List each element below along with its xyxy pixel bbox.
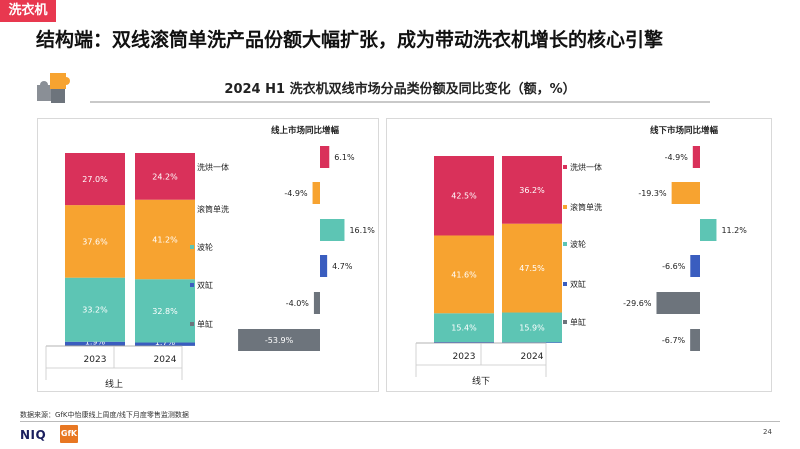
legend-swatch [190, 322, 194, 326]
legend-swatch [563, 165, 567, 169]
stack-segment [502, 312, 562, 343]
legend-label: 洗烘一体 [570, 162, 602, 172]
legend-swatch [190, 207, 194, 211]
legend-label: 滚筒单洗 [197, 204, 229, 214]
growth-bar [692, 146, 700, 168]
growth-bar [690, 255, 700, 277]
title-rule [90, 101, 710, 103]
legend-swatch [190, 165, 194, 169]
growth-label: -29.6% [623, 299, 652, 308]
puzzle-icon [37, 73, 70, 103]
legend-swatch [563, 320, 567, 324]
stack-segment [65, 341, 125, 346]
data-label: 37.6% [82, 237, 108, 246]
legend-label: 双缸 [197, 280, 213, 290]
footer-rule [20, 421, 780, 422]
growth-bar [320, 219, 345, 241]
growth-label: -4.9% [284, 189, 308, 198]
gfk-logo: GfK [60, 425, 78, 443]
headline: 结构端：双线滚筒单洗产品份额大幅扩张，成为带动洗衣机增长的核心引擎 [36, 29, 664, 51]
growth-bar [320, 146, 330, 168]
growth-label: -53.9% [265, 336, 294, 345]
legend-label: 单缸 [570, 317, 586, 327]
stack-segment [434, 313, 494, 343]
data-label: 36.2% [519, 186, 545, 195]
footnote: 数据来源：GfK中怡康线上周度/线下月度零售监测数据 [20, 411, 189, 419]
legend-swatch [190, 245, 194, 249]
growth-label: -6.7% [662, 336, 686, 345]
legend-label: 洗烘一体 [197, 162, 229, 172]
legend-label: 滚筒单洗 [570, 202, 602, 212]
x-tick-label: 2024 [521, 352, 544, 362]
legend-swatch [563, 242, 567, 246]
stack-segment [434, 156, 494, 236]
panel-label: 线上 [105, 378, 123, 390]
growth-label: 11.2% [721, 226, 747, 235]
growth-bar [320, 255, 328, 277]
growth-bar [671, 182, 700, 204]
data-label: 24.2% [152, 172, 178, 181]
legend-label: 单缸 [197, 319, 213, 329]
growth-bar [656, 292, 700, 314]
growth-label: 6.1% [334, 153, 355, 162]
data-label: 27.0% [82, 175, 108, 184]
legend-swatch [563, 282, 567, 286]
data-label: 47.5% [519, 264, 545, 273]
growth-bar [313, 292, 320, 314]
stack-segment [65, 205, 125, 278]
x-tick-label: 2023 [84, 355, 107, 365]
stack-segment [65, 277, 125, 342]
data-label: 33.2% [82, 306, 108, 315]
page-number: 24 [763, 428, 772, 436]
growth-label: 16.1% [349, 226, 375, 235]
stack-segment [135, 342, 195, 346]
chart-title: 2024 H1 洗衣机双线市场分品类份额及同比变化（额，%） [224, 82, 576, 97]
data-label: 32.8% [152, 307, 178, 316]
growth-bar [312, 182, 320, 204]
growth-title: 线下市场同比增幅 [650, 125, 719, 136]
growth-label: -19.3% [638, 189, 667, 198]
data-label: 15.4% [451, 324, 477, 333]
data-label: 42.5% [451, 192, 477, 201]
growth-bar [238, 329, 320, 351]
section-tag: 洗衣机 [0, 0, 56, 22]
growth-label: 4.7% [332, 262, 353, 271]
growth-bar [690, 329, 700, 351]
legend-swatch [190, 283, 194, 287]
legend-label: 双缸 [570, 279, 586, 289]
stack-segment [502, 156, 562, 224]
stack-segment [135, 153, 195, 200]
growth-label: -6.6% [662, 262, 686, 271]
legend-label: 波轮 [197, 242, 213, 252]
panel-label: 线下 [472, 375, 490, 387]
data-label: 1.9% [85, 337, 106, 346]
stack-segment [434, 342, 494, 343]
growth-label: -4.9% [665, 153, 689, 162]
data-label: 15.9% [519, 323, 545, 332]
x-tick-label: 2023 [453, 352, 476, 362]
stack-segment [434, 235, 494, 314]
stack-segment [65, 153, 125, 206]
growth-bar [700, 219, 717, 241]
stack-segment [135, 199, 195, 280]
growth-title: 线上市场同比增幅 [271, 125, 340, 136]
x-tick-label: 2024 [154, 355, 177, 365]
legend-swatch [563, 205, 567, 209]
niq-logo: NIQ [20, 428, 47, 442]
stack-segment [135, 279, 195, 343]
data-label: 41.6% [451, 270, 477, 279]
data-label: 41.2% [152, 235, 178, 244]
legend-label: 波轮 [570, 239, 586, 249]
growth-label: -4.0% [286, 299, 310, 308]
stack-segment [502, 223, 562, 313]
